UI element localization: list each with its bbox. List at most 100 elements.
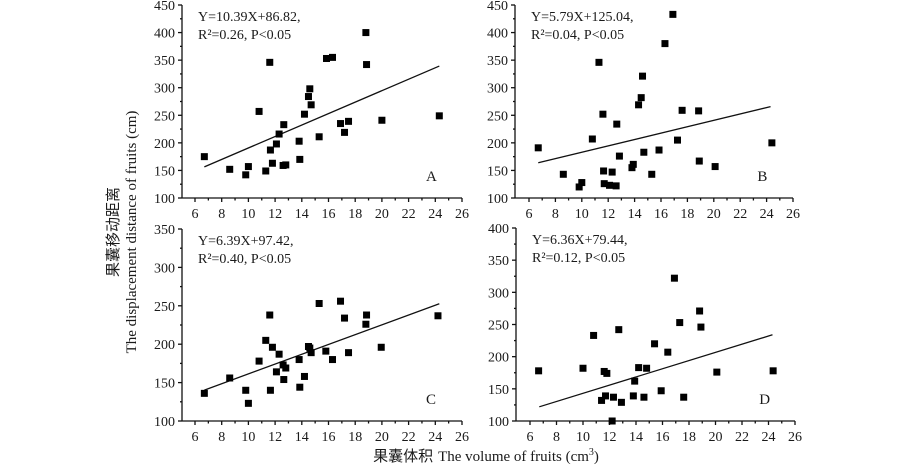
y-tick-label: 200 — [487, 137, 508, 152]
x-tick-label: 20 — [709, 430, 723, 445]
x-tick-label: 14 — [628, 207, 642, 222]
regression-stats: R²=0.40, P<0.05 — [198, 252, 291, 267]
y-tick-label: 400 — [487, 27, 508, 42]
data-point — [244, 399, 252, 407]
x-tick-label: 12 — [268, 207, 282, 222]
x-tick-label: 18 — [348, 207, 362, 222]
x-tick-label: 12 — [601, 207, 615, 222]
data-point — [329, 356, 337, 364]
x-tick-label: 26 — [786, 207, 800, 222]
regression-line — [538, 105, 771, 164]
y-axis-title-cn: 果囊移动距离 — [105, 187, 122, 277]
data-point — [648, 170, 656, 178]
x-tick-label: 20 — [375, 430, 389, 445]
panel-label: A — [426, 169, 437, 185]
data-point — [362, 320, 370, 328]
y-tick-label: 200 — [488, 351, 509, 366]
y-tick-label: 300 — [154, 82, 175, 97]
data-point — [676, 319, 684, 327]
x-tick-label: 20 — [707, 207, 721, 222]
data-point — [341, 128, 349, 136]
regression-equation: Y=5.79X+125.04, — [531, 10, 634, 25]
x-tick-label: 6 — [527, 430, 534, 445]
x-tick-label: 22 — [735, 430, 749, 445]
data-point — [629, 160, 637, 168]
panel-label: C — [426, 392, 436, 408]
x-tick-label: 10 — [241, 207, 255, 222]
data-point — [363, 61, 371, 69]
data-point — [262, 167, 270, 175]
y-tick-label: 200 — [154, 137, 175, 152]
regression-equation: Y=6.39X+97.42, — [198, 234, 294, 249]
y-tick-label: 250 — [154, 109, 175, 124]
data-point — [280, 376, 288, 384]
data-point — [674, 136, 681, 144]
panel-D: 100 150 200 250 300 350 400 6 8 10 12 14 16 18 20 22 24 2… — [488, 222, 802, 445]
data-point — [664, 348, 672, 356]
data-point — [266, 386, 274, 394]
y-tick-label: 350 — [487, 54, 508, 69]
data-point — [242, 386, 250, 394]
data-point — [322, 54, 330, 62]
data-point — [266, 311, 274, 319]
data-point — [363, 311, 371, 319]
data-point — [600, 180, 608, 188]
data-point — [637, 94, 645, 102]
data-point — [322, 347, 330, 355]
y-tick-label: 150 — [488, 383, 509, 398]
regression-line — [539, 334, 773, 408]
y-tick-label: 100 — [154, 192, 175, 207]
x-tick-label: 10 — [576, 430, 590, 445]
y-axis-title-en: The displacement distance of fruits (cm) — [124, 111, 140, 354]
y-tick-label: 400 — [488, 222, 509, 237]
data-point — [695, 107, 703, 115]
data-point — [643, 364, 651, 372]
panel-A: 100 150 200 250 300 350 400 450 6 8 10 12 14 16 18 20 22… — [154, 0, 469, 222]
x-axis-title-sup: 3 — [589, 447, 594, 458]
data-point — [678, 106, 686, 114]
data-point — [295, 356, 303, 364]
x-tick-label: 24 — [428, 207, 442, 222]
x-tick-label: 8 — [553, 430, 560, 445]
x-tick-label: 8 — [218, 430, 225, 445]
x-tick-label: 24 — [760, 207, 774, 222]
data-point — [242, 171, 250, 179]
x-tick-label: 16 — [322, 430, 336, 445]
data-point — [275, 130, 283, 138]
data-point — [615, 152, 623, 160]
x-axis-title-cn: 果囊体积 — [373, 448, 433, 465]
regression-stats: R²=0.12, P<0.05 — [532, 251, 625, 266]
data-point — [768, 139, 776, 147]
data-point — [315, 299, 323, 307]
data-point — [307, 101, 315, 109]
y-tick-label: 100 — [487, 192, 508, 207]
data-point — [337, 120, 345, 128]
y-tick-label: 250 — [487, 109, 508, 124]
data-point — [590, 331, 598, 339]
data-point — [434, 312, 442, 320]
y-tick-label: 150 — [487, 164, 508, 179]
x-tick-label: 24 — [762, 430, 776, 445]
data-point — [306, 344, 314, 352]
data-point — [268, 343, 276, 351]
y-tick-label: 250 — [488, 319, 509, 334]
data-point — [534, 144, 542, 152]
x-tick-label: 16 — [322, 207, 336, 222]
data-point — [266, 146, 274, 154]
data-point — [262, 336, 270, 344]
y-tick-label: 400 — [154, 27, 175, 42]
x-axis-title-close: ) — [594, 449, 599, 465]
x-tick-label: 16 — [654, 207, 668, 222]
data-point — [329, 53, 337, 61]
y-tick-label: 100 — [154, 415, 175, 430]
data-point — [362, 29, 370, 37]
data-point — [280, 121, 288, 129]
data-point — [613, 120, 621, 128]
x-tick-label: 6 — [192, 430, 199, 445]
data-point — [612, 182, 620, 190]
data-point — [639, 72, 647, 80]
y-tick-label: 450 — [154, 0, 175, 14]
data-point — [608, 168, 616, 176]
data-point — [713, 368, 721, 376]
